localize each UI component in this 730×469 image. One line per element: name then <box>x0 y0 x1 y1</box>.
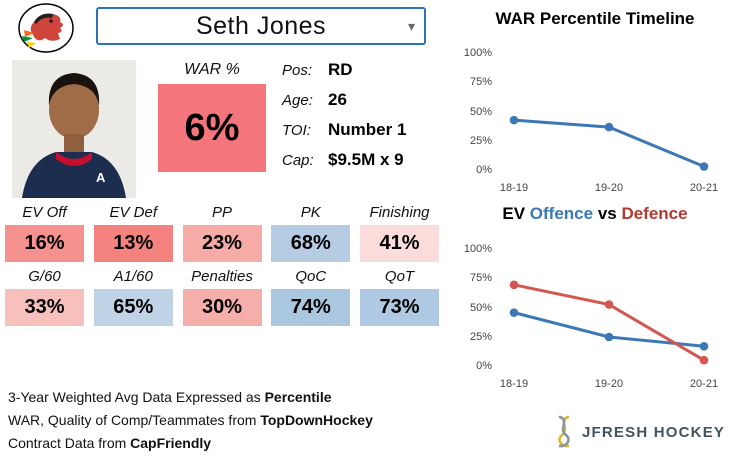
footnote-line: 3-Year Weighted Avg Data Expressed as Pe… <box>8 386 373 409</box>
bio-panel: Pos: RD Age: 26 TOI: Number 1 Cap: $9.5M… <box>282 60 432 180</box>
stat-label: QoT <box>384 268 415 285</box>
chart-plot: 18-19 19-20 20-21 <box>498 44 720 196</box>
ev-title-offence: Offence <box>529 204 594 223</box>
stat-cell-a160: A1/60 65% <box>93 268 173 326</box>
player-select-dropdown[interactable]: Seth Jones ▾ <box>96 7 426 45</box>
stat-label: EV Def <box>109 204 158 221</box>
svg-text:A: A <box>96 170 106 185</box>
war-value: 6% <box>184 106 240 149</box>
stat-value-box: 65% <box>93 289 173 326</box>
y-axis-labels: 100% 75% 50% 25% 0% <box>463 47 492 176</box>
stat-label: PK <box>300 204 321 221</box>
jfresh-logo-icon <box>558 415 570 448</box>
stat-value-box: 16% <box>5 225 84 262</box>
ev-chart-title: EV Offence vs Defence <box>464 204 726 224</box>
stat-value: 16% <box>24 232 65 254</box>
footnote-line: WAR, Quality of Comp/Teammates from TopD… <box>8 409 373 432</box>
stat-cell-ev-off: EV Off 16% <box>5 204 84 262</box>
bio-value: $9.5M x 9 <box>328 150 404 169</box>
jfresh-branding: JFRESH HOCKEY <box>552 412 725 452</box>
stat-value-box: 33% <box>5 289 84 326</box>
stat-value-box: 41% <box>360 225 439 262</box>
stat-value: 23% <box>201 232 243 254</box>
ev-offence-defence-plot <box>509 280 709 365</box>
stat-label: PP <box>211 204 232 221</box>
war-timeline-title: WAR Percentile Timeline <box>495 9 695 28</box>
player-photo: A <box>12 60 136 198</box>
stat-value: 68% <box>290 232 331 254</box>
blackhawks-logo-icon <box>18 3 74 53</box>
footnote-bold: TopDownHockey <box>260 412 373 428</box>
stat-value: 30% <box>201 296 243 318</box>
stat-cell-qot: QoT 73% <box>360 268 439 326</box>
stat-value: 73% <box>379 296 420 318</box>
ev-title-vs: vs <box>593 204 622 223</box>
stat-value-box: 13% <box>93 225 173 262</box>
bio-label: Age: <box>282 92 313 109</box>
stat-value: 41% <box>379 232 420 254</box>
stat-value: 13% <box>113 232 154 254</box>
stat-cell-penalties: Penalties 30% <box>182 268 262 326</box>
stat-cell-pp: PP 23% <box>182 204 262 262</box>
player-name: Seth Jones <box>195 11 327 40</box>
stat-value-box: 73% <box>360 289 439 326</box>
bio-label: Cap: <box>282 152 314 169</box>
war-value-box: 6% <box>158 84 266 172</box>
stat-label: Penalties <box>191 268 253 285</box>
stat-cell-qoc: QoC 74% <box>271 268 351 326</box>
stat-value: 65% <box>113 296 154 318</box>
bio-value: Number 1 <box>328 120 407 139</box>
stats-row-1: EV Off 16% EV Def 13% PP 23% PK 68% Fini… <box>5 204 439 262</box>
bio-label: Pos: <box>282 62 313 79</box>
bio-row-toi: TOI: Number 1 <box>282 120 432 150</box>
stat-value-box: 68% <box>271 225 351 262</box>
ev-title-defence: Defence <box>621 204 688 223</box>
bio-row-cap: Cap: $9.5M x 9 <box>282 150 432 180</box>
stat-cell-finishing: Finishing 41% <box>360 204 439 262</box>
stat-value-box: 74% <box>271 289 351 326</box>
bio-label: TOI: <box>282 122 311 139</box>
dropdown-caret-icon: ▾ <box>407 18 415 34</box>
stat-value: 74% <box>290 296 331 318</box>
chart-plot: 18-19 19-20 20-21 <box>498 240 720 392</box>
stat-label: EV Off <box>22 204 67 221</box>
footnote-bold: Percentile <box>264 389 332 405</box>
stat-value-box: 23% <box>182 225 262 262</box>
stat-value: 33% <box>24 296 65 318</box>
stat-label: Finishing <box>369 204 430 221</box>
stat-cell-ev-def: EV Def 13% <box>93 204 173 262</box>
bio-row-pos: Pos: RD <box>282 60 432 90</box>
stat-label: A1/60 <box>113 268 153 285</box>
stat-label: QoC <box>295 268 327 285</box>
war-label: WAR % <box>184 61 240 78</box>
footnote-text: Contract Data from <box>8 435 131 451</box>
stat-label: G/60 <box>28 268 61 285</box>
footnote-text: 3-Year Weighted Avg Data Expressed as <box>8 389 265 405</box>
footnote-bold: CapFriendly <box>130 435 212 451</box>
stats-row-2: G/60 33% A1/60 65% Penalties 30% QoC 74%… <box>5 268 439 326</box>
war-timeline-plot <box>509 115 709 171</box>
x-axis-labels: 18-19 19-20 20-21 <box>499 378 719 390</box>
bio-value: RD <box>328 60 353 79</box>
war-timeline-chart: 100% 75% 50% 25% 0% 18-19 19-20 20-21 <box>462 44 720 196</box>
stat-value-box: 30% <box>182 289 262 326</box>
footnote-line: Contract Data from CapFriendly <box>8 432 373 455</box>
footnote-text: WAR, Quality of Comp/Teammates from <box>8 412 261 428</box>
stat-cell-g60: G/60 33% <box>5 268 84 326</box>
bio-value: 26 <box>328 90 347 109</box>
x-axis-labels: 18-19 19-20 20-21 <box>499 182 719 194</box>
jfresh-logo-text: JFRESH HOCKEY <box>582 423 726 441</box>
ev-title-ev: EV <box>502 204 530 223</box>
ev-offence-defence-chart: 100% 75% 50% 25% 0% 18-19 19-20 20-21 <box>462 240 720 392</box>
footnotes: 3-Year Weighted Avg Data Expressed as Pe… <box>8 386 373 455</box>
y-axis-labels: 100% 75% 50% 25% 0% <box>463 243 492 372</box>
stat-cell-pk: PK 68% <box>271 204 351 262</box>
bio-row-age: Age: 26 <box>282 90 432 120</box>
